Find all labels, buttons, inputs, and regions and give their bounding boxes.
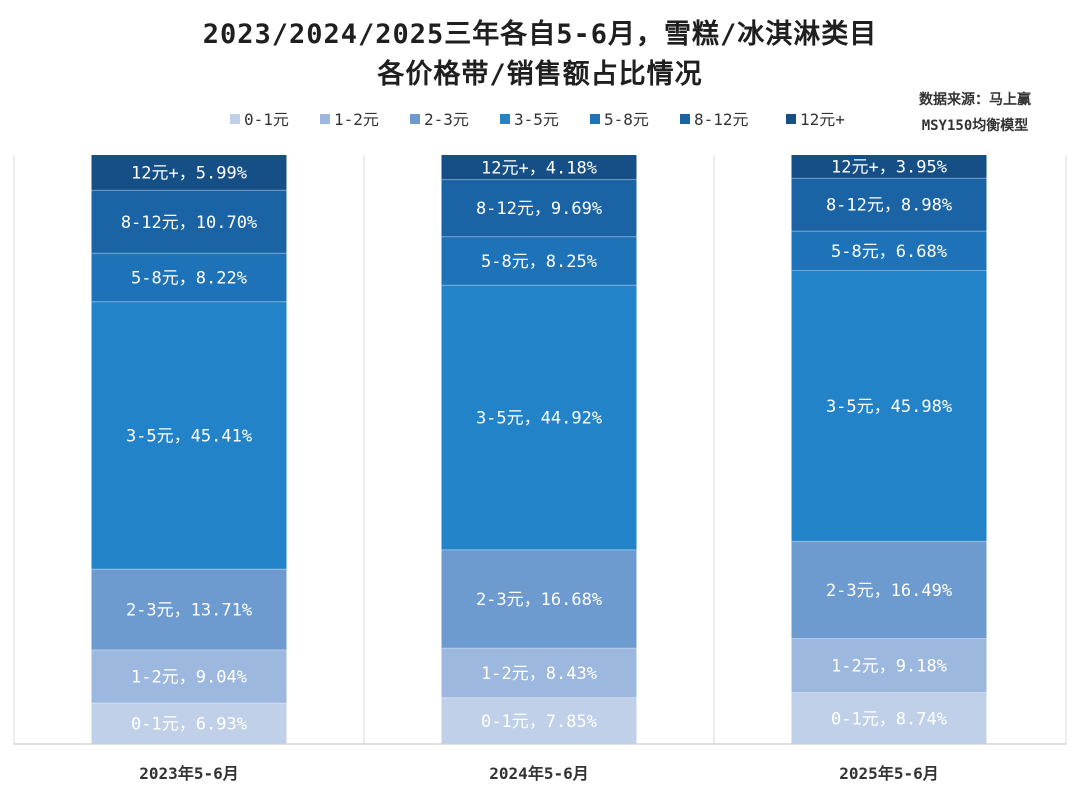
data-label: 2-3元，16.68%	[476, 590, 602, 610]
data-label: 3-5元，45.41%	[126, 426, 252, 446]
bar-segment	[91, 190, 287, 254]
bar-segment	[791, 692, 987, 744]
legend-swatch	[320, 114, 330, 124]
legend-label: 1-2元	[334, 110, 379, 129]
data-label: 1-2元，9.04%	[131, 668, 247, 688]
legend-item: 3-5元	[500, 110, 559, 129]
bar-segment	[791, 541, 987, 639]
bar-segment	[441, 179, 637, 237]
legend-item: 12元+	[786, 110, 845, 129]
chart-title-line-1: 2023/2024/2025三年各自5-6月，雪糕/冰淇淋类目	[202, 19, 878, 50]
bar-stack: 0-1元，7.85% 1-2元，8.43% 2-3元，16.68% 3-5元，44.9…	[441, 155, 637, 744]
bar-segment	[441, 648, 637, 698]
data-label: 12元+，3.95%	[831, 158, 947, 178]
data-label: 5-8元，8.22%	[131, 269, 247, 289]
bar-segment	[791, 231, 987, 271]
legend-swatch	[230, 114, 240, 124]
bar-stack: 0-1元，8.74% 1-2元，9.18% 2-3元，16.49% 3-5元，45.9…	[791, 155, 987, 744]
data-label: 1-2元，9.18%	[831, 656, 947, 676]
bar-segment	[441, 236, 637, 286]
bar-segment	[91, 649, 287, 704]
data-label: 12元+，5.99%	[131, 164, 247, 184]
data-label: 8-12元，9.69%	[476, 199, 602, 219]
legend-swatch	[500, 114, 510, 124]
x-tick-label: 2023年5-6月	[139, 764, 238, 783]
x-tick-label: 2024年5-6月	[489, 764, 588, 783]
data-label: 3-5元，44.92%	[476, 409, 602, 429]
bar-segment	[91, 569, 287, 650]
data-label: 0-1元，7.85%	[481, 712, 597, 732]
data-label: 8-12元，8.98%	[826, 196, 952, 216]
bar-stacks: 0-1元，6.93% 1-2元，9.04% 2-3元，13.71% 3-5元，45.4…	[91, 155, 987, 744]
data-label: 1-2元，8.43%	[481, 664, 597, 684]
legend-swatch	[590, 114, 600, 124]
x-tick-label: 2025年5-6月	[839, 764, 938, 783]
bar-segment	[91, 301, 287, 570]
chart-title-line-2: 各价格带/销售额占比情况	[377, 59, 703, 90]
data-label: 5-8元，6.68%	[831, 242, 947, 262]
legend-item: 2-3元	[410, 110, 469, 129]
legend-swatch	[786, 114, 796, 124]
bar-segment	[791, 270, 987, 542]
data-label: 12元+，4.18%	[481, 158, 597, 178]
data-label: 8-12元，10.70%	[121, 213, 257, 233]
legend-label: 3-5元	[514, 110, 559, 129]
legend-item: 5-8元	[590, 110, 649, 129]
bar-segment	[91, 155, 287, 191]
legend-swatch	[410, 114, 420, 124]
bar-segment	[441, 155, 637, 180]
bar-segment	[441, 285, 637, 550]
model-source-label: MSY150均衡模型	[921, 118, 1029, 134]
legend-label: 2-3元	[424, 110, 469, 129]
bar-segment	[441, 697, 637, 744]
legend-label: 12元+	[800, 110, 845, 129]
bar-stack: 0-1元，6.93% 1-2元，9.04% 2-3元，13.71% 3-5元，45.4…	[91, 155, 287, 744]
bar-segment	[791, 178, 987, 232]
legend-label: 0-1元	[244, 110, 289, 129]
data-label: 2-3元，13.71%	[126, 601, 252, 621]
legend-label: 5-8元	[604, 110, 649, 129]
data-source-label: 数据来源：马上赢	[919, 92, 1031, 108]
bar-segment	[791, 638, 987, 693]
data-label: 3-5元，45.98%	[826, 397, 952, 417]
bar-segment	[441, 549, 637, 649]
data-label: 5-8元，8.25%	[481, 252, 597, 272]
legend-item: 1-2元	[320, 110, 379, 129]
bar-segment	[91, 703, 287, 744]
data-label: 0-1元，8.74%	[831, 709, 947, 729]
bar-segment	[791, 155, 987, 179]
legend-label: 8-12元	[694, 110, 749, 129]
legend: 0-1元 1-2元 2-3元 3-5元 5-8元 8-12元 12元+	[230, 110, 845, 129]
legend-item: 8-12元	[680, 110, 749, 129]
data-label: 2-3元，16.49%	[826, 581, 952, 601]
legend-item: 0-1元	[230, 110, 289, 129]
category-axis: 2023年5-6月 2024年5-6月 2025年5-6月	[139, 764, 938, 783]
legend-swatch	[680, 114, 690, 124]
data-label: 0-1元，6.93%	[131, 715, 247, 735]
bar-segment	[91, 253, 287, 302]
